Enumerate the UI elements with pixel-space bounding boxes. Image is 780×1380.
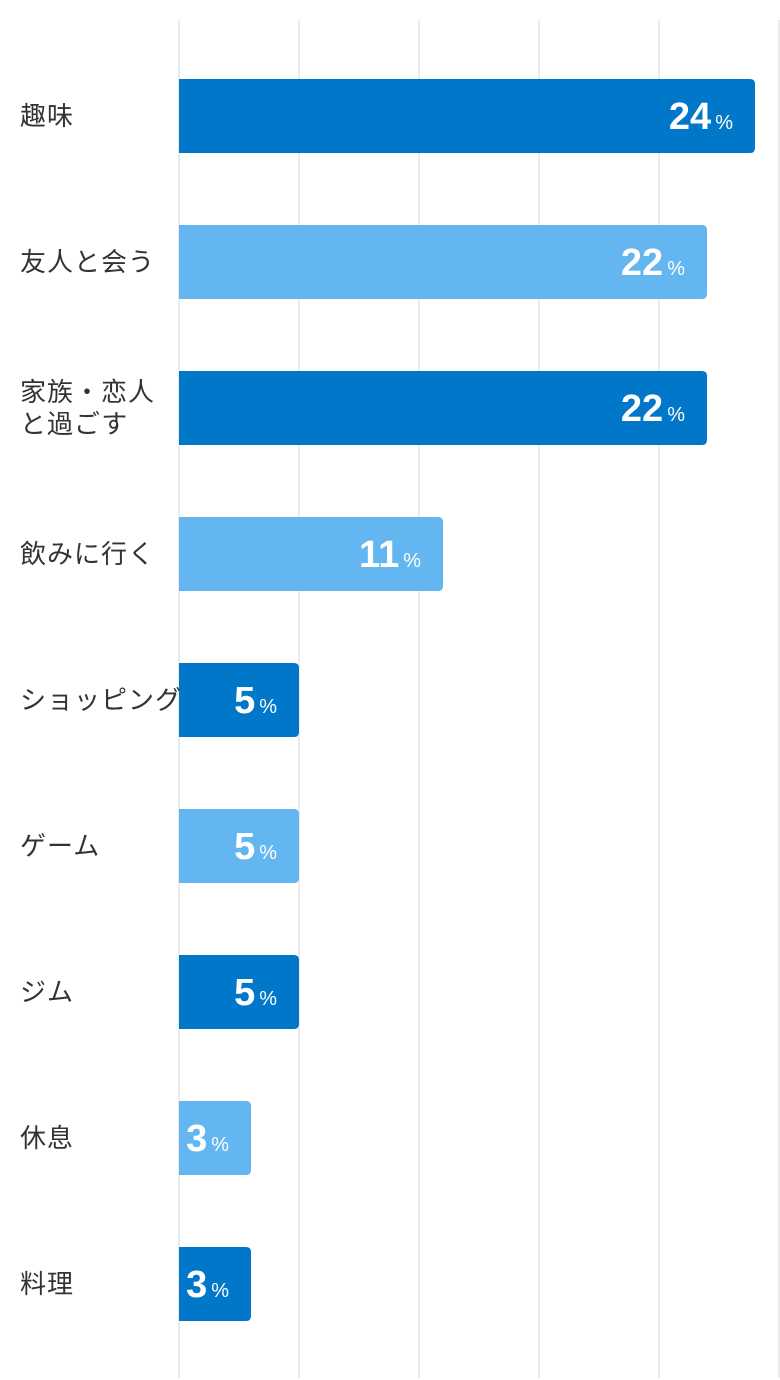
- category-label: ジム: [20, 977, 74, 1007]
- value-number: 24: [669, 96, 711, 138]
- category-label-line: と過ごす: [20, 409, 128, 439]
- bar: [179, 79, 755, 153]
- value-label: 22%: [621, 242, 685, 284]
- category-label-line: 友人と会う: [20, 247, 155, 277]
- bar: [179, 517, 443, 591]
- category-label: 家族・恋人と過ごす: [20, 377, 155, 439]
- category-label-line: 家族・恋人: [20, 377, 155, 407]
- value-number: 3: [186, 1264, 207, 1306]
- value-label: 24%: [669, 96, 733, 138]
- category-label: ゲーム: [20, 831, 100, 861]
- bar: [179, 1101, 251, 1175]
- value-label: 22%: [621, 388, 685, 430]
- category-label-line: 趣味: [20, 101, 74, 131]
- category-label: 友人と会う: [20, 247, 155, 277]
- value-label: 3%: [186, 1264, 229, 1306]
- value-unit: %: [211, 1134, 229, 1156]
- category-label-line: ショッピング: [20, 685, 182, 715]
- value-number: 22: [621, 388, 663, 430]
- value-number: 5: [234, 972, 255, 1014]
- value-unit: %: [259, 696, 277, 718]
- value-number: 5: [234, 826, 255, 868]
- value-number: 5: [234, 680, 255, 722]
- value-number: 3: [186, 1118, 207, 1160]
- bar: [179, 955, 299, 1029]
- bar: [179, 371, 707, 445]
- value-unit: %: [211, 1280, 229, 1302]
- category-label-line: ゲーム: [20, 831, 100, 861]
- category-label: 料理: [20, 1269, 74, 1299]
- value-number: 22: [621, 242, 663, 284]
- value-unit: %: [403, 550, 421, 572]
- category-label: 趣味: [20, 101, 74, 131]
- value-label: 11%: [359, 534, 421, 576]
- category-label-line: 休息: [20, 1123, 74, 1153]
- bar: [179, 1247, 251, 1321]
- bars: 24 %22 %22 %11 %5 %5 %5 %3 %3%: [179, 79, 755, 1321]
- category-label: 飲みに行く: [20, 539, 155, 569]
- value-unit: %: [715, 112, 733, 134]
- value-label: 5%: [234, 680, 277, 722]
- value-unit: %: [259, 988, 277, 1010]
- value-unit: %: [667, 404, 685, 426]
- category-label: ショッピング: [20, 685, 182, 715]
- value-label: 3%: [186, 1118, 229, 1160]
- bar: [179, 663, 299, 737]
- category-label-line: 飲みに行く: [20, 539, 155, 569]
- category-label: 休息: [20, 1123, 74, 1153]
- value-label: 5%: [234, 972, 277, 1014]
- value-number: 11: [359, 534, 399, 576]
- category-label-line: 料理: [20, 1269, 74, 1299]
- value-unit: %: [259, 842, 277, 864]
- value-unit: %: [667, 258, 685, 280]
- bar: [179, 225, 707, 299]
- bar: [179, 809, 299, 883]
- value-label: 5%: [234, 826, 277, 868]
- category-label-line: ジム: [20, 977, 74, 1007]
